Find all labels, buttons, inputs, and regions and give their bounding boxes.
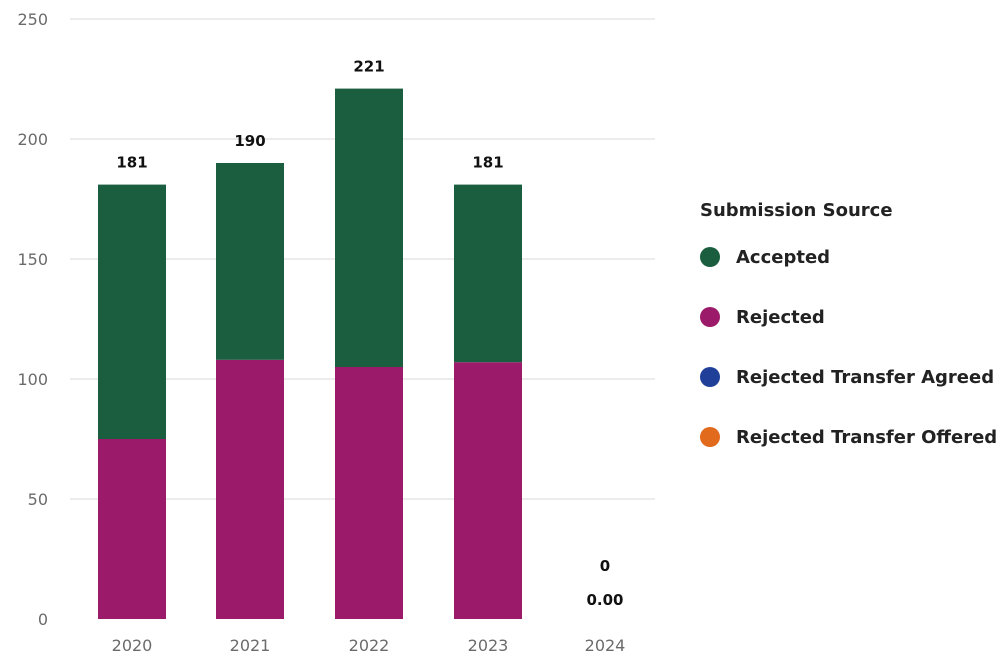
x-tick-label-2023: 2023: [468, 636, 509, 655]
total-label-2020: 181: [116, 154, 147, 172]
total-label-2021: 190: [234, 132, 265, 150]
x-tick-label-2024: 2024: [585, 636, 626, 655]
legend-swatch-rejected-transfer-agreed: [700, 367, 720, 387]
total-label-2024: 0: [600, 557, 610, 575]
legend-label-rejected-transfer-offered: Rejected Transfer Offered: [736, 426, 998, 448]
legend-swatch-rejected: [700, 307, 720, 327]
bar-rejected-2021[interactable]: [216, 359, 284, 619]
total-labels: 181 190 221 181 0 0.00: [116, 58, 623, 609]
total-label-2022: 221: [353, 58, 384, 76]
y-tick-label-200: 200: [17, 130, 48, 149]
x-tick-label-2021: 2021: [230, 636, 271, 655]
legend-swatch-accepted: [700, 247, 720, 267]
legend-item-rejected[interactable]: Rejected: [700, 287, 1000, 347]
y-tick-label-0: 0: [38, 610, 48, 629]
x-tick-label-2020: 2020: [112, 636, 153, 655]
legend-swatch-rejected-transfer-offered: [700, 427, 720, 447]
total-label-2023: 181: [472, 154, 503, 172]
y-tick-label-50: 50: [28, 490, 48, 509]
y-tick-label-150: 150: [17, 250, 48, 269]
legend-label-accepted: Accepted: [736, 246, 831, 268]
legend-item-rejected-transfer-offered[interactable]: Rejected Transfer Offered: [700, 407, 1000, 467]
bar-accepted-2022[interactable]: [335, 88, 403, 367]
value-label-2024: 0.00: [586, 591, 623, 609]
legend-title: Submission Source: [700, 200, 893, 221]
x-tick-label-2022: 2022: [349, 636, 390, 655]
legend-label-rejected: Rejected: [736, 306, 825, 328]
bars: [98, 88, 522, 619]
bar-rejected-2023[interactable]: [454, 362, 522, 619]
legend-item-rejected-transfer-agreed[interactable]: Rejected Transfer Agreed: [700, 347, 1000, 407]
bar-accepted-2020[interactable]: [98, 184, 166, 439]
bar-rejected-2020[interactable]: [98, 439, 166, 619]
x-axis-tick-labels: 2020 2021 2022 2023 2024: [112, 636, 626, 655]
legend: Submission Source Accepted Rejected Reje…: [700, 200, 1000, 481]
legend-label-rejected-transfer-agreed: Rejected Transfer Agreed: [736, 366, 995, 388]
bar-accepted-2023[interactable]: [454, 184, 522, 363]
y-tick-label-100: 100: [17, 370, 48, 389]
y-axis-tick-labels: 0 50 100 150 200 250: [17, 10, 48, 629]
bar-accepted-2021[interactable]: [216, 163, 284, 360]
y-tick-label-250: 250: [17, 10, 48, 29]
legend-item-accepted[interactable]: Accepted: [700, 227, 1000, 287]
bar-rejected-2022[interactable]: [335, 367, 403, 619]
